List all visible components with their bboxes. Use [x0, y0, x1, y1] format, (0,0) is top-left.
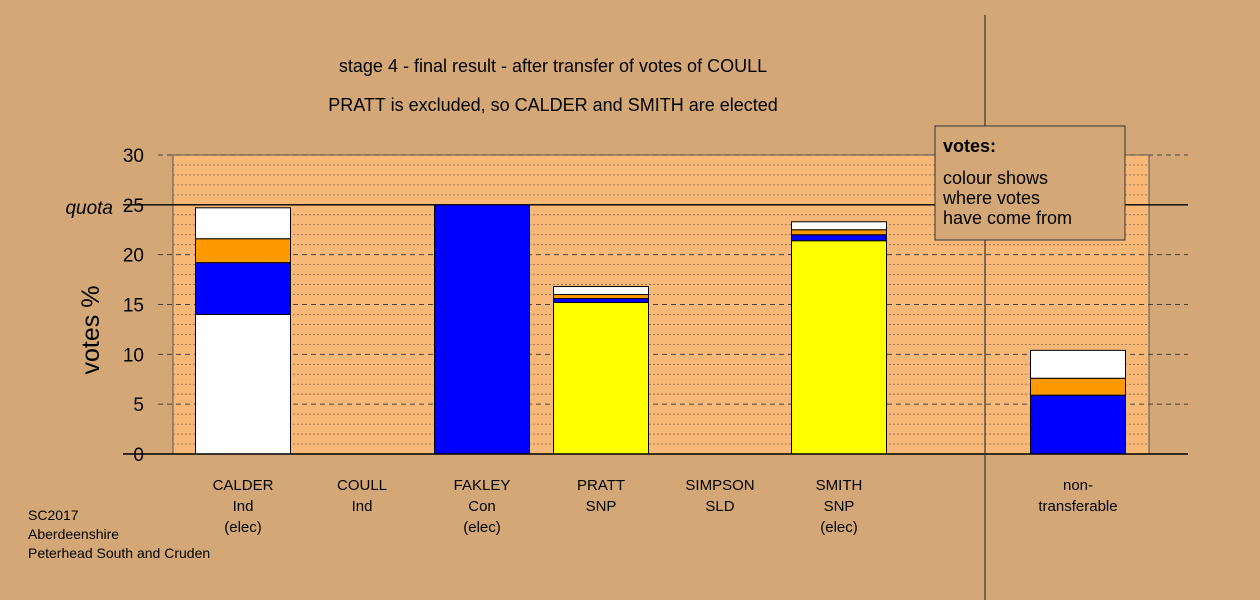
x-tick-labels: CALDER Ind (elec) COULL Ind FAKLEY Con (elec) PR… [213, 477, 1118, 536]
bar-segment [195, 238, 291, 264]
y-tick-label: 30 [123, 146, 144, 167]
x-category-label: SIMPSON [685, 477, 754, 494]
x-category-label: transferable [1038, 498, 1117, 515]
x-category-label: COULL [337, 477, 387, 494]
legend: votes: colour shows where votes have com… [934, 125, 1126, 241]
chart-title-line-1: stage 4 - final result - after transfer … [339, 56, 767, 76]
bar-segment [553, 294, 649, 300]
chart-title-line-2: PRATT is excluded, so CALDER and SMITH a… [328, 95, 778, 115]
x-category-label: Con [468, 498, 496, 515]
x-category-label: non- [1063, 477, 1093, 494]
bar-segment [553, 286, 649, 296]
bar-segment [553, 302, 649, 455]
y-tick-label: 20 [123, 246, 144, 267]
bar-segment [195, 207, 291, 240]
y-tick-labels: 0 5 10 15 20 30 25 [123, 146, 144, 466]
x-category-label: FAKLEY [454, 477, 511, 494]
footer-line-2: Aberdeenshire [28, 526, 119, 542]
bar-segment [791, 221, 887, 231]
bars [195, 204, 1126, 455]
bar-segment [1030, 394, 1126, 455]
bar-segment [791, 234, 887, 242]
y-tick-label: 15 [123, 296, 144, 317]
legend-line-1: colour shows [943, 168, 1048, 188]
x-category-label: (elec) [820, 519, 858, 536]
quota-label: quota [65, 198, 113, 219]
x-category-label: SNP [824, 498, 855, 515]
y-tick-label: 25 [123, 196, 144, 217]
bar-segment [553, 298, 649, 304]
x-category-label: (elec) [224, 519, 262, 536]
y-tick-label: 5 [133, 395, 144, 416]
legend-box [934, 125, 1126, 241]
y-tick-label: 0 [133, 445, 144, 466]
bar-segment [791, 229, 887, 236]
y-axis-label: votes % [77, 286, 105, 375]
x-category-label: CALDER [213, 477, 274, 494]
legend-title: votes: [943, 136, 996, 156]
x-category-label: PRATT [577, 477, 625, 494]
bar-segment [195, 262, 291, 315]
bar-segment [1030, 377, 1126, 396]
bar-segment [195, 313, 291, 455]
x-category-label: Ind [352, 498, 373, 515]
bar-segment [791, 240, 887, 455]
footer-line-1: SC2017 [28, 507, 79, 523]
x-category-label: SLD [705, 498, 734, 515]
y-tick-label: 10 [123, 345, 144, 366]
legend-line-2: where votes [942, 188, 1040, 208]
bar-segment [434, 204, 530, 455]
x-category-label: Ind [233, 498, 254, 515]
legend-line-3: have come from [943, 208, 1072, 228]
x-category-label: (elec) [463, 519, 501, 536]
footer-line-3: Peterhead South and Cruden [28, 545, 210, 561]
x-category-label: SNP [586, 498, 617, 515]
bar-segment [1030, 349, 1126, 379]
x-category-label: SMITH [816, 477, 863, 494]
